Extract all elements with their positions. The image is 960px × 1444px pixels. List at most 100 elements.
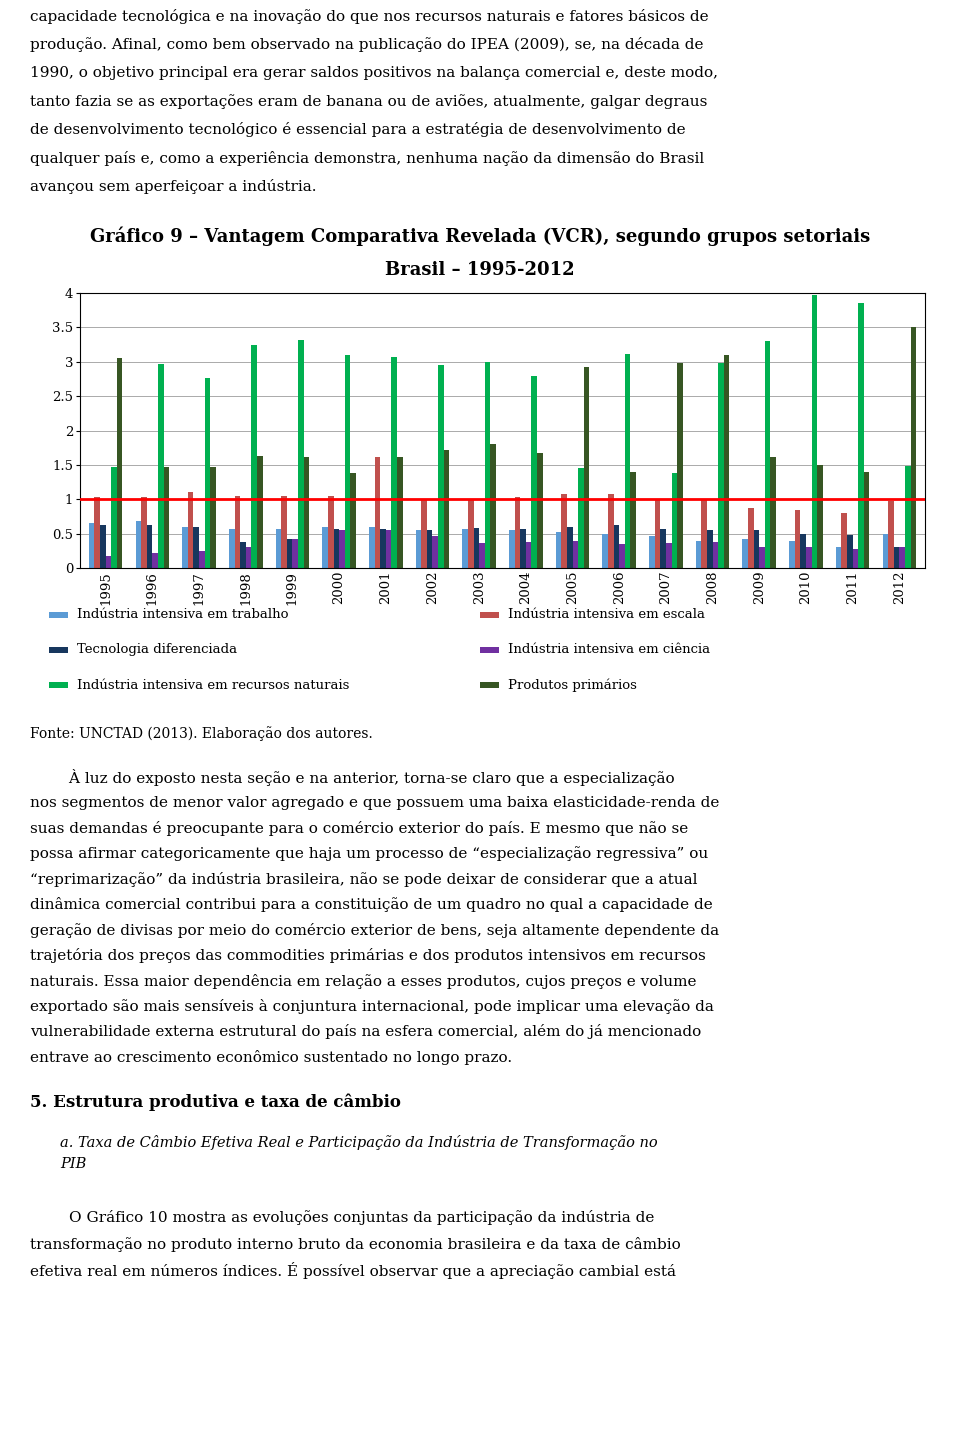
Text: 1990, o objetivo principal era gerar saldos positivos na balança comercial e, de: 1990, o objetivo principal era gerar sal… <box>30 66 718 79</box>
Bar <box>625 354 631 567</box>
Text: suas demandas é preocupante para o comércio exterior do país. E mesmo que não se: suas demandas é preocupante para o comér… <box>30 822 688 836</box>
Bar <box>427 530 432 567</box>
Text: vulnerabilidade externa estrutural do país na esfera comercial, além do já menci: vulnerabilidade externa estrutural do pa… <box>30 1024 701 1040</box>
Bar <box>696 540 702 567</box>
Bar <box>485 362 491 567</box>
Bar <box>339 530 345 567</box>
Bar <box>671 474 677 567</box>
Bar <box>147 524 153 567</box>
Bar <box>910 328 916 567</box>
Bar <box>655 500 660 567</box>
Text: Tecnologia diferenciada: Tecnologia diferenciada <box>77 644 237 657</box>
Bar <box>94 497 100 567</box>
Bar <box>724 355 730 567</box>
Bar <box>537 452 542 567</box>
Text: Indústria intensiva em escala: Indústria intensiva em escala <box>508 608 706 621</box>
Bar <box>438 365 444 567</box>
Bar <box>491 445 496 567</box>
Bar <box>847 534 852 567</box>
Bar <box>562 494 567 567</box>
Text: a. Taxa de Câmbio Efetiva Real e Participação da Indústria de Transformação no
P: a. Taxa de Câmbio Efetiva Real e Partici… <box>60 1135 658 1171</box>
Text: Indústria intensiva em recursos naturais: Indústria intensiva em recursos naturais <box>77 679 349 692</box>
Bar <box>234 495 240 567</box>
FancyBboxPatch shape <box>49 647 68 653</box>
Bar <box>748 508 754 567</box>
Text: Brasil – 1995-2012: Brasil – 1995-2012 <box>385 261 575 279</box>
Bar <box>520 529 526 567</box>
Bar <box>345 355 350 567</box>
Bar <box>526 542 532 567</box>
Bar <box>228 529 234 567</box>
Bar <box>578 468 584 567</box>
Bar <box>350 474 356 567</box>
Bar <box>117 358 123 567</box>
Bar <box>392 357 397 567</box>
Bar <box>252 345 257 567</box>
Text: Gráfico 9 – Vantagem Comparativa Revelada (VCR), segundo grupos setoriais: Gráfico 9 – Vantagem Comparativa Revelad… <box>90 227 870 245</box>
Text: produção. Afinal, como bem observado na publicação do IPEA (2009), se, na década: produção. Afinal, como bem observado na … <box>30 38 704 52</box>
Text: geração de divisas por meio do comércio exterior de bens, seja altamente depende: geração de divisas por meio do comércio … <box>30 923 719 937</box>
Bar <box>463 529 468 567</box>
Bar <box>257 456 262 567</box>
Bar <box>795 510 801 567</box>
Bar <box>836 547 841 567</box>
Bar <box>619 544 625 567</box>
Bar <box>111 466 117 567</box>
Text: Indústria intensiva em trabalho: Indústria intensiva em trabalho <box>77 608 288 621</box>
Bar <box>276 529 281 567</box>
FancyBboxPatch shape <box>49 612 68 618</box>
Bar <box>194 527 199 567</box>
Bar <box>515 497 520 567</box>
Bar <box>369 527 374 567</box>
Bar <box>397 456 402 567</box>
Bar <box>852 549 858 567</box>
Bar <box>158 364 163 567</box>
Bar <box>473 529 479 567</box>
Text: entrave ao crescimento econômico sustentado no longo prazo.: entrave ao crescimento econômico sustent… <box>30 1050 512 1064</box>
Bar <box>298 339 303 567</box>
Text: O Gráfico 10 mostra as evoluções conjuntas da participação da indústria de: O Gráfico 10 mostra as evoluções conjunt… <box>30 1210 655 1225</box>
Bar <box>742 539 748 567</box>
Text: de desenvolvimento tecnológico é essencial para a estratégia de desenvolvimento : de desenvolvimento tecnológico é essenci… <box>30 123 685 137</box>
Bar <box>666 543 671 567</box>
Bar <box>432 536 438 567</box>
Bar <box>89 523 94 567</box>
Text: avançou sem aperfeiçoar a indústria.: avançou sem aperfeiçoar a indústria. <box>30 179 317 195</box>
Bar <box>806 547 811 567</box>
Bar <box>905 466 910 567</box>
Bar <box>188 492 194 567</box>
Bar <box>509 530 515 567</box>
FancyBboxPatch shape <box>480 612 499 618</box>
Bar <box>106 556 111 567</box>
Text: Indústria intensiva em ciência: Indústria intensiva em ciência <box>508 644 710 657</box>
Bar <box>567 527 572 567</box>
Bar <box>479 543 485 567</box>
Bar <box>556 533 562 567</box>
Text: qualquer país e, como a experiência demonstra, nenhuma nação da dimensão do Bras: qualquer país e, como a experiência demo… <box>30 150 705 166</box>
Bar <box>240 542 246 567</box>
Text: À luz do exposto nesta seção e na anterior, torna-se claro que a especialização: À luz do exposto nesta seção e na anteri… <box>30 770 675 786</box>
Bar <box>182 527 188 567</box>
Bar <box>613 524 619 567</box>
Bar <box>817 465 823 567</box>
Bar <box>858 303 864 567</box>
Text: “reprimarização” da indústria brasileira, não se pode deixar de considerar que a: “reprimarização” da indústria brasileira… <box>30 872 698 887</box>
Bar <box>141 497 147 567</box>
Bar <box>333 529 339 567</box>
Bar <box>649 536 655 567</box>
Bar <box>163 466 169 567</box>
Bar <box>532 375 537 567</box>
Bar <box>287 539 293 567</box>
Bar <box>199 550 204 567</box>
Bar <box>765 341 771 567</box>
Bar <box>246 547 252 567</box>
Bar <box>204 377 210 567</box>
Bar <box>303 456 309 567</box>
Bar <box>811 295 817 567</box>
Bar <box>328 495 333 567</box>
FancyBboxPatch shape <box>480 647 499 653</box>
Bar <box>416 530 421 567</box>
FancyBboxPatch shape <box>480 683 499 687</box>
Bar <box>135 521 141 567</box>
Bar <box>444 449 449 567</box>
